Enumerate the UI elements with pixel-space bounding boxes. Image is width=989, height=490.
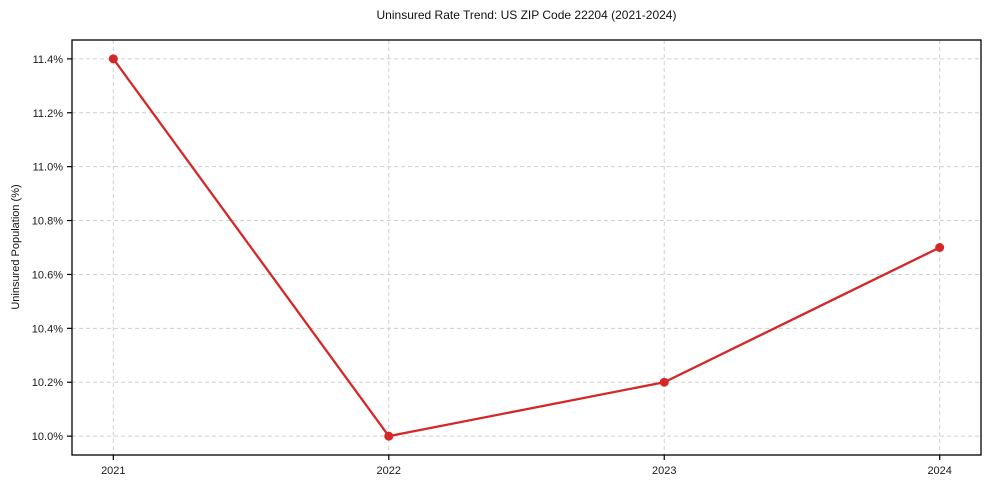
chart-title: Uninsured Rate Trend: US ZIP Code 22204 … [376, 8, 677, 22]
data-point-marker [108, 54, 118, 64]
y-tick-label: 11.4% [33, 54, 64, 66]
y-tick-label: 11.0% [33, 162, 64, 174]
axes-spines [71, 39, 982, 456]
x-tick-label: 2022 [377, 465, 401, 477]
y-tick-label: 10.0% [32, 431, 63, 443]
y-tick-label: 11.2% [33, 108, 64, 120]
trend-line [112, 58, 941, 438]
x-tick-label: 2023 [652, 465, 676, 477]
y-tick-label: 10.4% [32, 323, 63, 335]
x-tick-label: 2024 [927, 465, 951, 477]
y-tick-label: 10.6% [32, 269, 63, 281]
x-tick-label: 2021 [101, 465, 125, 477]
data-point-marker [935, 243, 945, 252]
y-tick-label: 10.2% [32, 377, 63, 389]
y-tick-label: 10.8% [32, 216, 63, 228]
data-point-marker [659, 377, 669, 387]
data-point-marker [384, 431, 394, 441]
